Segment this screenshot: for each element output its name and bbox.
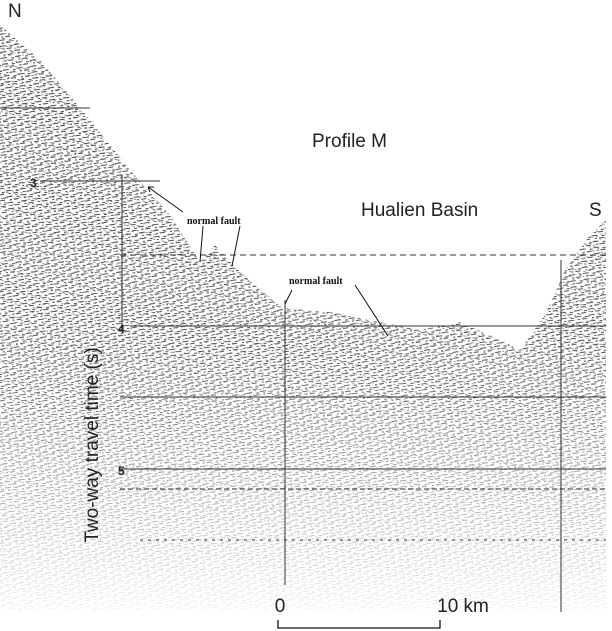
y-tick-label: 4 — [118, 322, 125, 336]
fault-arrows — [147, 186, 389, 337]
seismic-section — [0, 25, 606, 610]
basin-label: Hualien Basin — [361, 200, 478, 221]
profile-title: Profile M — [312, 131, 387, 152]
fault-label: normal fault — [289, 276, 343, 287]
y-axis-label: Two-way travel time (s) — [82, 347, 103, 542]
y-tick-label: 5 — [118, 464, 125, 478]
y-tick-label: 3 — [30, 176, 37, 190]
scale-bar: 0 10 km — [275, 596, 489, 629]
fault-label: normal fault — [187, 216, 241, 227]
south-label: S — [589, 200, 602, 221]
north-label: N — [8, 1, 22, 22]
scale-end: 10 km — [437, 596, 489, 617]
scale-start: 0 — [275, 596, 286, 617]
